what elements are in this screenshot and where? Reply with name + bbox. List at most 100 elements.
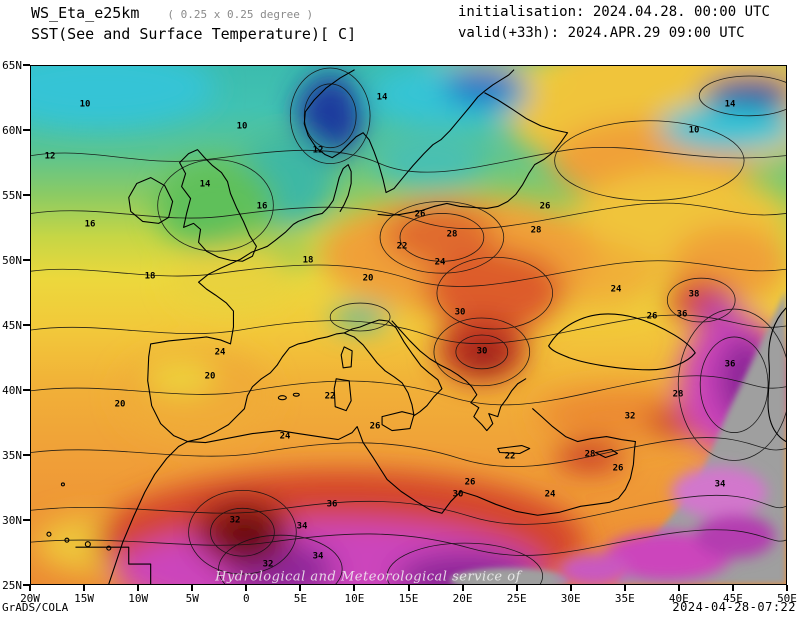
- contour-label: 14: [376, 92, 388, 103]
- contour-label: 10: [688, 125, 700, 136]
- contour-label: 26: [414, 209, 426, 220]
- x-axis-label: 20E: [452, 592, 473, 605]
- x-axis-label: 45E: [722, 592, 743, 605]
- contour-label: 24: [544, 489, 556, 500]
- contour-label: 26: [369, 421, 381, 432]
- contour-label: 10: [79, 99, 91, 110]
- field-title: SST(See and Surface Temperature)[ C]: [31, 25, 357, 43]
- contour-label: 36: [326, 499, 338, 510]
- y-axis-tick: [23, 389, 30, 391]
- contour-label: 12: [312, 145, 324, 156]
- y-axis-label: 30N: [2, 513, 22, 527]
- contour-label: 18: [144, 271, 156, 282]
- x-axis-tick: [569, 585, 572, 591]
- y-axis-label: 45N: [2, 318, 22, 332]
- valid-line: valid(+33h): 2024.APR.29 09:00 UTC: [458, 25, 745, 41]
- y-axis-tick: [23, 129, 30, 131]
- x-axis-label: 20W: [20, 592, 40, 605]
- y-axis-label: 50N: [2, 253, 22, 267]
- contour-label: 26: [646, 311, 658, 322]
- model-resolution: ( 0.25 x 0.25 degree ): [167, 8, 314, 21]
- valid-value: 2024.APR.29 09:00 UTC: [567, 25, 745, 41]
- x-axis-tick: [245, 585, 248, 591]
- contour-label: 32: [229, 515, 241, 526]
- watermark: Hydrological and Meteorological service …: [215, 569, 521, 585]
- y-axis-tick: [23, 324, 30, 326]
- y-axis-label: 35N: [2, 448, 22, 462]
- x-axis-tick: [191, 585, 194, 591]
- contour-label: 26: [612, 463, 624, 474]
- contour-label: 30: [452, 489, 464, 500]
- contour-label: 10: [236, 121, 248, 132]
- x-axis-tick: [137, 585, 140, 591]
- x-axis-label: 5E: [293, 592, 307, 605]
- model-name: WS_Eta_e25km: [31, 4, 140, 22]
- x-axis-tick: [677, 585, 680, 591]
- contour-label: 20: [114, 399, 126, 410]
- x-axis-tick: [299, 585, 302, 591]
- y-axis-tick: [23, 584, 30, 586]
- x-axis-tick: [623, 585, 626, 591]
- coastlines: [46, 69, 786, 584]
- valid-label: valid(+33h):: [458, 25, 560, 41]
- y-axis-label: 65N: [2, 58, 22, 72]
- contour-label: 24: [214, 347, 226, 358]
- x-axis-tick: [515, 585, 518, 591]
- contour-label: 28: [446, 229, 458, 240]
- temperature-field-blobs: [31, 66, 786, 584]
- contour-label: 26: [464, 477, 476, 488]
- model-title: WS_Eta_e25km ( 0.25 x 0.25 degree ): [31, 4, 313, 22]
- creation-timestamp: 2024-04-28-07:22: [672, 600, 796, 614]
- contour-label: 36: [676, 309, 688, 320]
- contour-label: 24: [610, 284, 622, 295]
- y-axis-tick: [23, 64, 30, 66]
- x-axis-label: 30E: [560, 592, 581, 605]
- x-axis-label: 40E: [668, 592, 689, 605]
- x-axis-label: 15W: [74, 592, 94, 605]
- grads-credit: GrADS/COLA: [2, 601, 69, 614]
- x-axis-tick: [83, 585, 86, 591]
- contour-label: 18: [302, 255, 314, 266]
- contour-lines: [31, 67, 786, 584]
- x-axis-tick: [731, 585, 734, 591]
- contour-label: 22: [324, 391, 336, 402]
- contour-label: 32: [624, 411, 636, 422]
- contour-label: 16: [256, 201, 268, 212]
- contour-label: 12: [44, 151, 56, 162]
- x-axis-tick: [461, 585, 464, 591]
- contour-label: 20: [362, 273, 374, 284]
- contour-label: 26: [539, 201, 551, 212]
- contour-label: 14: [724, 99, 736, 110]
- x-axis-label: 15E: [398, 592, 419, 605]
- y-axis-tick: [23, 454, 30, 456]
- contour-label: 38: [688, 289, 700, 300]
- x-axis-label: 25E: [506, 592, 527, 605]
- contour-label: 32: [262, 559, 274, 570]
- contour-label: 22: [396, 241, 408, 252]
- x-axis-label: 5W: [185, 592, 199, 605]
- x-axis-label: 10W: [128, 592, 149, 605]
- x-axis-tick: [353, 585, 356, 591]
- map-frame: [30, 65, 787, 585]
- x-axis-label: 0: [242, 592, 250, 605]
- temperature-map: [31, 66, 786, 584]
- contour-label: 34: [714, 479, 726, 490]
- contour-label: 24: [434, 257, 446, 268]
- contour-label: 30: [454, 307, 466, 318]
- contour-label: 20: [204, 371, 216, 382]
- y-axis-label: 25N: [2, 578, 22, 592]
- x-axis-label: 10E: [344, 592, 365, 605]
- x-axis-label: 50E: [777, 592, 797, 605]
- x-axis-tick: [786, 585, 788, 591]
- contour-label: 30: [476, 346, 488, 357]
- contour-label: 22: [504, 451, 516, 462]
- contour-label: 28: [672, 389, 684, 400]
- contour-label: 14: [199, 179, 211, 190]
- contour-label: 34: [312, 551, 324, 562]
- y-axis-tick: [23, 519, 30, 521]
- x-axis-tick: [29, 585, 31, 591]
- x-axis-label: 35E: [614, 592, 635, 605]
- contour-label: 28: [584, 449, 596, 460]
- y-axis-tick: [23, 259, 30, 261]
